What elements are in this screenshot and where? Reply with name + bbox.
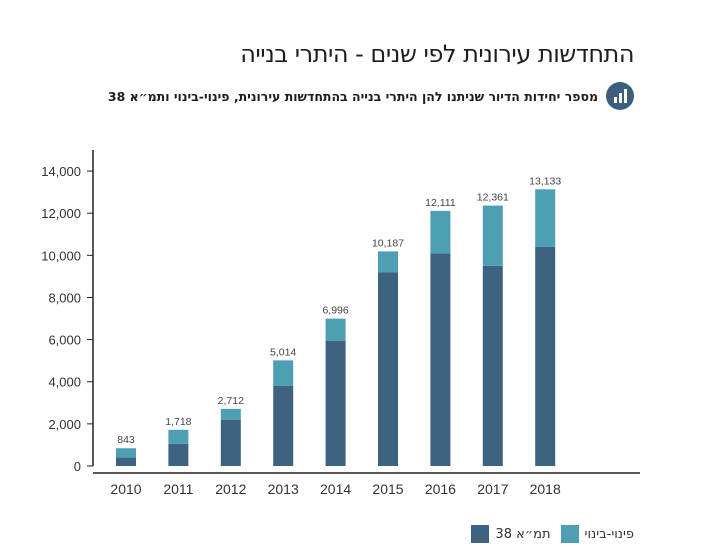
bar-chart-icon [606,82,634,110]
bar-total-label: 10,187 [372,237,404,249]
bar-tama38 [220,419,241,466]
bar-tama38 [325,340,346,466]
x-tick-label: 2015 [372,481,403,497]
x-tick-label: 2016 [425,481,456,497]
subtitle-row: מספר יחידות הדיור שניתנו להן היתרי בנייה… [108,82,634,110]
y-tick-label: 4,000 [48,375,81,390]
y-tick-label: 6,000 [48,333,81,348]
x-tick-label: 2013 [268,481,299,497]
bar-pinui-binui [168,429,189,444]
bars-layer [116,189,556,466]
legend-label-tama38: תמ״א 38 [495,526,551,542]
axes-layer: 0 2,000 4,000 6,000 8,000 10,000 12,000 14,000 [41,150,640,474]
bar-total-label: 843 [117,434,135,446]
bar-total-label: 1,718 [165,416,191,428]
x-tick-label: 2018 [530,481,561,497]
x-tick-label: 2012 [215,481,246,497]
bar-total-label: 6,996 [322,305,348,317]
bar-tama38 [430,253,451,466]
y-tick-label: 14,000 [41,164,81,179]
legend-label-pinui-binui: פינוי-בינוי [584,526,634,542]
bar-tama38 [168,443,189,466]
bar-total-label: 12,361 [477,192,509,204]
chart-title: התחדשות עירונית לפי שנים - היתרי בנייה [240,40,634,68]
y-tick-label: 2,000 [48,417,81,432]
legend-swatch-tama38 [471,525,490,543]
bar-total-label: 13,133 [529,175,561,187]
y-tick-label: 10,000 [41,248,81,263]
legend-item-pinui-binui: פינוי-בינוי [560,525,634,543]
bar-total-label: 12,111 [425,197,456,209]
x-tick-label: 2014 [320,481,351,497]
bar-pinui-binui [430,210,451,254]
bar-pinui-binui [378,251,398,273]
legend: פינוי-בינוי תמ״א 38 [471,525,634,543]
bar-pinui-binui [220,408,241,420]
bar-tama38 [535,246,556,466]
bar-tama38 [116,457,136,466]
bar-pinui-binui [325,318,346,341]
bar-tama38 [378,272,398,466]
y-tick-label: 12,000 [41,206,81,221]
x-tick-label: 2017 [477,481,508,497]
bar-total-label: 5,014 [270,346,296,358]
x-tick-label: 2010 [110,481,141,497]
x-tick-label: 2011 [163,481,193,497]
y-tick-label: 0 [74,459,81,474]
legend-item-tama38: תמ״א 38 [471,525,551,543]
chart-subtitle: מספר יחידות הדיור שניתנו להן היתרי בנייה… [107,88,598,104]
bar-pinui-binui [482,205,503,266]
labels-layer: 843 2010 1,718 2011 2,712 2012 5,014 2013 6,996 2… [110,175,561,497]
bar-tama38 [273,385,294,466]
bar-pinui-binui [116,448,136,458]
bar-total-label: 2,712 [218,395,244,407]
legend-swatch-pinui-binui [560,525,579,543]
bar-pinui-binui [273,360,294,386]
bar-tama38 [482,265,503,466]
y-tick-label: 8,000 [48,290,81,305]
bar-pinui-binui [535,189,556,247]
